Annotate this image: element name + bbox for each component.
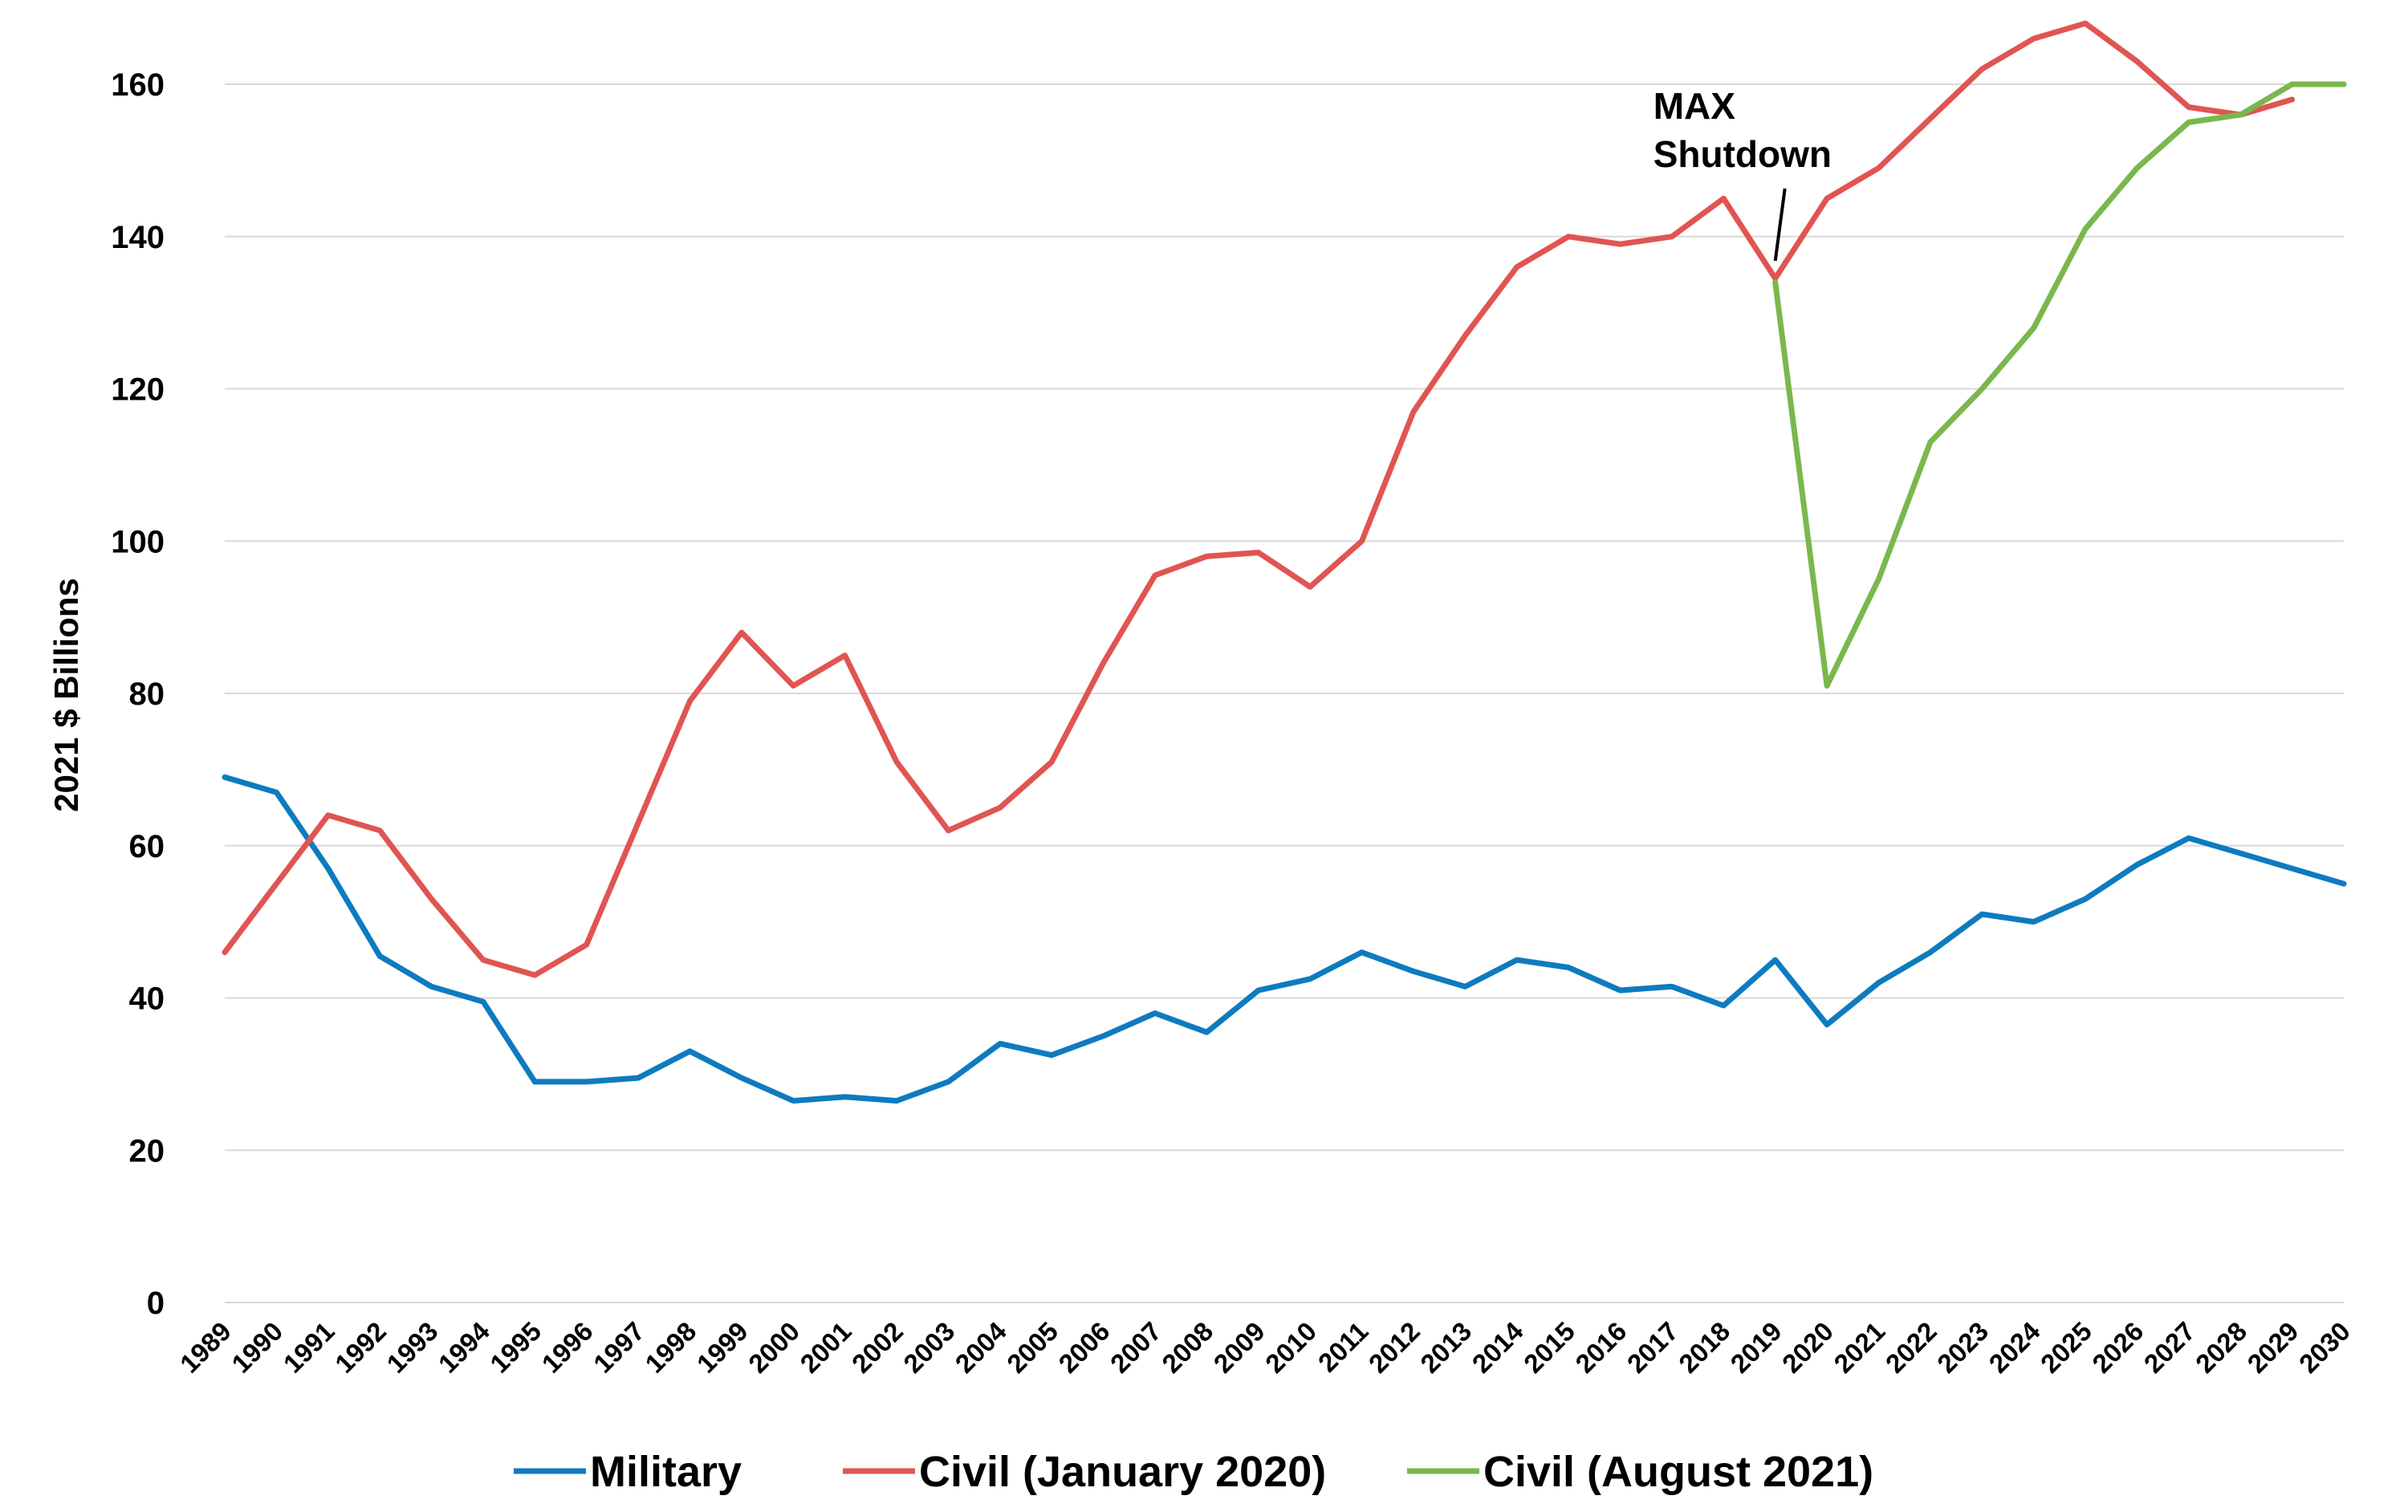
x-tick-label: 2005 xyxy=(1001,1316,1064,1379)
y-tick-label: 80 xyxy=(129,677,165,712)
x-tick-label: 2011 xyxy=(1312,1316,1374,1378)
x-tick-label: 2020 xyxy=(1776,1316,1839,1379)
x-tick-label: 2014 xyxy=(1466,1315,1530,1379)
series-lines xyxy=(222,20,2347,1104)
annotations: MAX Shutdown xyxy=(1653,85,1832,262)
x-tick-label: 2030 xyxy=(2293,1316,2356,1379)
x-tick-label: 1992 xyxy=(329,1316,392,1379)
x-tick-label: 2021 xyxy=(1828,1316,1890,1379)
x-tick-label: 2002 xyxy=(846,1316,909,1379)
series-line-2 xyxy=(222,20,2296,978)
y-axis-label: 2021 $ Billions xyxy=(47,578,85,812)
x-tick-label: 2010 xyxy=(1259,1316,1322,1379)
x-tick-label: 1999 xyxy=(691,1316,754,1379)
x-axis: 1989199019911992199319941995199619971998… xyxy=(174,1315,2356,1379)
x-tick-label: 2024 xyxy=(1983,1315,2047,1379)
x-tick-label: 1994 xyxy=(433,1315,496,1379)
x-tick-label: 2023 xyxy=(1931,1316,1994,1379)
x-tick-label: 1990 xyxy=(226,1316,288,1379)
x-tick-label: 1995 xyxy=(484,1316,547,1379)
annotation-text-line2: Shutdown xyxy=(1653,133,1832,175)
y-tick-label: 160 xyxy=(111,67,165,103)
annotation-leader xyxy=(1773,188,1787,262)
legend-label-3: Civil (August 2021) xyxy=(1483,1448,1873,1496)
y-tick-label: 0 xyxy=(147,1286,165,1321)
x-tick-label: 2016 xyxy=(1569,1316,1632,1379)
y-tick-label: 120 xyxy=(111,372,165,408)
x-tick-label: 2012 xyxy=(1363,1316,1426,1379)
y-tick-label: 20 xyxy=(129,1133,165,1169)
legend-label-2: Civil (January 2020) xyxy=(919,1448,1326,1496)
x-tick-label: 1996 xyxy=(536,1316,599,1379)
x-tick-label: 2013 xyxy=(1414,1316,1477,1379)
x-tick-label: 2001 xyxy=(795,1316,857,1379)
x-tick-label: 2003 xyxy=(897,1316,960,1379)
x-tick-label: 2007 xyxy=(1104,1316,1167,1379)
gridlines xyxy=(225,83,2344,1303)
x-tick-label: 1991 xyxy=(278,1316,340,1379)
x-tick-label: 2022 xyxy=(1880,1316,1942,1379)
series-line-3 xyxy=(1772,81,2347,689)
legend: Military Civil (January 2020) Civil (Augus… xyxy=(514,1448,1873,1496)
x-tick-label: 1998 xyxy=(639,1316,702,1379)
x-tick-label: 2000 xyxy=(742,1316,805,1379)
x-tick-label: 1993 xyxy=(380,1316,443,1379)
x-tick-label: 2029 xyxy=(2241,1316,2304,1379)
x-tick-label: 2028 xyxy=(2190,1316,2252,1379)
x-tick-label: 2017 xyxy=(1621,1316,1684,1379)
legend-label-1: Military xyxy=(590,1448,742,1496)
annotation-text-line1: MAX xyxy=(1653,85,1736,127)
x-tick-label: 2026 xyxy=(2086,1316,2149,1379)
y-axis: 0 20 40 60 80 100 120 140 160 xyxy=(111,67,165,1321)
y-tick-label: 60 xyxy=(129,829,165,864)
x-tick-label: 2025 xyxy=(2035,1316,2097,1379)
x-tick-label: 2018 xyxy=(1673,1316,1735,1379)
x-tick-label: 2015 xyxy=(1518,1316,1580,1379)
x-tick-label: 2019 xyxy=(1725,1316,1788,1379)
y-tick-label: 40 xyxy=(129,982,165,1017)
y-tick-label: 100 xyxy=(111,524,165,559)
x-tick-label: 2027 xyxy=(2138,1316,2201,1379)
x-tick-label: 1997 xyxy=(588,1316,650,1379)
x-tick-label: 2004 xyxy=(950,1315,1013,1379)
x-tick-label: 2006 xyxy=(1053,1316,1116,1379)
x-tick-label: 2009 xyxy=(1208,1316,1271,1379)
x-tick-label: 2008 xyxy=(1156,1316,1218,1379)
x-tick-label: 1989 xyxy=(174,1316,237,1379)
series-line-1 xyxy=(222,774,2347,1104)
y-tick-label: 140 xyxy=(111,220,165,255)
